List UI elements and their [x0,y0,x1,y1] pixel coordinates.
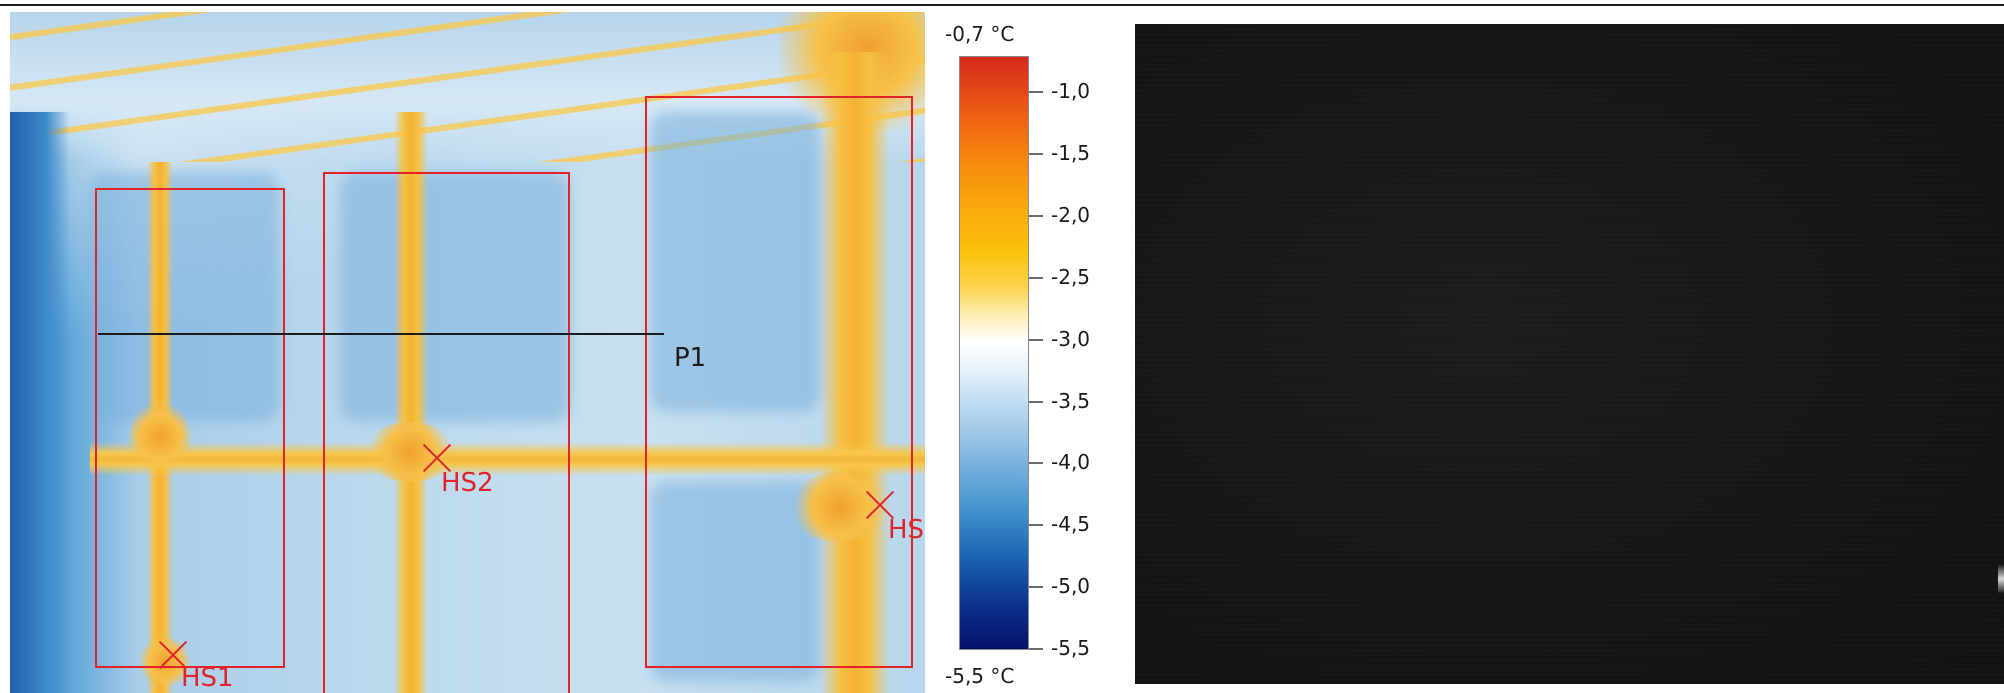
scale-tick [1029,153,1043,155]
profile-line [98,333,664,335]
hotspot-2-label: HS2 [441,468,494,498]
scale-tick-label: -1,0 [1051,79,1091,103]
measurement-area-1 [95,188,285,668]
scale-tick [1029,586,1043,588]
scale-tick [1029,277,1043,279]
scale-tick [1029,462,1043,464]
light-glint [1998,564,2004,594]
cold-wall-edge [10,112,70,693]
horizontal-thermal-bridge [90,442,925,476]
warm-spot [130,402,190,472]
scale-tick-label: -3,0 [1051,327,1091,351]
scale-max-label: -0,7 °C [945,22,1015,46]
scale-tick-label: -5,0 [1051,574,1091,598]
scale-tick [1029,215,1043,217]
scale-tick [1029,401,1043,403]
visual-photo [1135,24,2004,684]
hotspot-1-label: HS1 [181,663,234,693]
wall-panel [340,172,570,422]
wall-panel [90,172,280,422]
vertical-thermal-bridge [820,52,890,693]
scale-tick-label: -2,5 [1051,265,1091,289]
wall-panel [650,112,820,412]
thermal-image: P1 HS1 HS2 HS [10,12,925,693]
scale-tick [1029,91,1043,93]
hotspot-3-label: HS [888,515,925,545]
scale-tick-label: -4,5 [1051,512,1091,536]
scale-tick [1029,339,1043,341]
vertical-thermal-bridge [394,112,428,693]
top-divider-line [0,4,2004,6]
scale-tick-label: -2,0 [1051,203,1091,227]
scale-tick [1029,524,1043,526]
scale-tick [1029,648,1043,650]
measurement-area-2 [323,172,570,693]
scale-min-label: -5,5 °C [945,664,1015,688]
profile-label: P1 [674,343,707,373]
scale-tick-label: -5,5 [1051,636,1091,660]
measurement-area-3 [645,96,913,668]
temperature-color-bar [959,56,1029,650]
scale-tick-label: -1,5 [1051,141,1091,165]
scale-tick-label: -4,0 [1051,450,1091,474]
scale-tick-label: -3,5 [1051,389,1091,413]
